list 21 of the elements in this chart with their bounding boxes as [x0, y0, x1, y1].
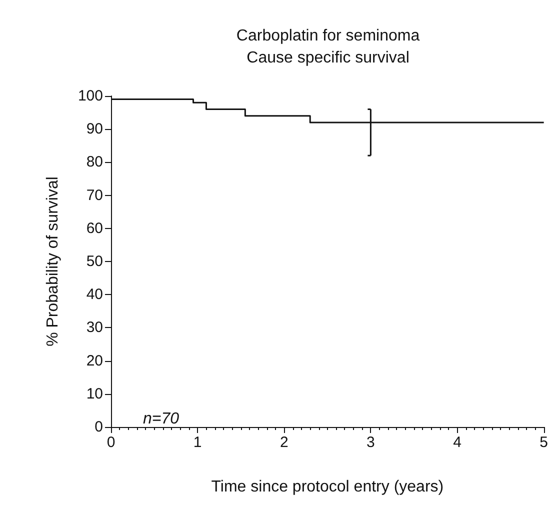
- y-tick-label: 20: [86, 352, 103, 370]
- y-tick-label: 100: [78, 88, 103, 104]
- x-tick-label: 4: [453, 434, 462, 451]
- y-tick-label: 0: [94, 418, 103, 436]
- chart-title: Carboplatin for seminoma Cause specific survival: [236, 28, 420, 66]
- y-tick-label: 30: [86, 319, 103, 336]
- y-tick-label: 40: [86, 286, 103, 304]
- x-tick-label: 3: [366, 434, 375, 451]
- x-axis-title: Time since protocol entry (years): [211, 478, 444, 496]
- annotation: n=70: [143, 410, 180, 428]
- y-tick-label: 90: [86, 120, 103, 138]
- y-tick-label: 70: [86, 186, 103, 204]
- y-tick-label: 10: [86, 385, 103, 402]
- y-axis-title: % Probability of survival: [44, 176, 62, 346]
- y-tick-label: 80: [86, 154, 103, 171]
- x-tick-label: 0: [106, 434, 116, 451]
- y-tick-label: 60: [86, 220, 103, 237]
- x-tick-label: 5: [540, 434, 548, 451]
- x-tick-label: 1: [193, 434, 202, 451]
- y-tick-label: 50: [86, 253, 103, 270]
- x-tick-label: 2: [280, 434, 288, 451]
